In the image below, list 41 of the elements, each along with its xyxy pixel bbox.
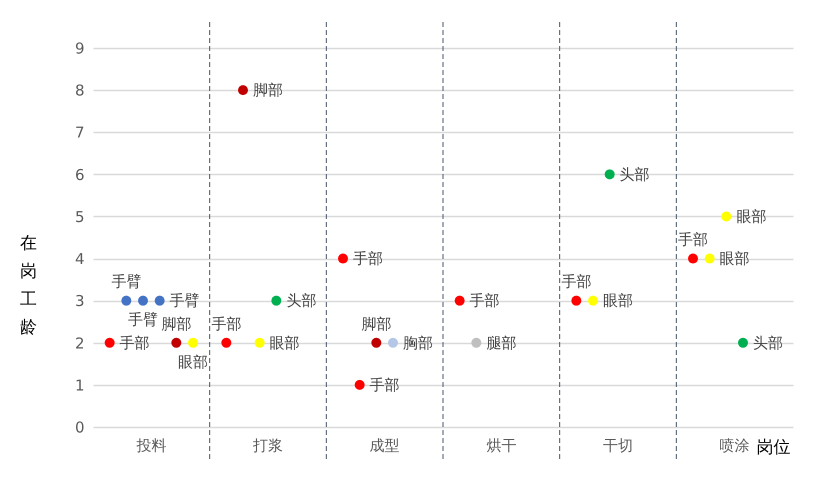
y-tick-label: 0: [74, 418, 84, 436]
x-tick-label: 成型: [370, 436, 400, 454]
y-tick-label: 6: [74, 166, 84, 184]
x-tick-label: 喷涂: [720, 436, 750, 454]
text: 脚部: [361, 314, 392, 333]
text: 手部: [678, 230, 708, 249]
series-label: 胸部: [403, 334, 433, 352]
text: 手部: [353, 250, 383, 268]
x-tick-label: 投料: [135, 436, 166, 454]
y-tick-label: 9: [74, 40, 84, 58]
text: 手臂: [128, 310, 158, 329]
text: 脚部: [161, 314, 192, 333]
y-tick-label: 4: [74, 250, 84, 268]
y-tick-label: 2: [74, 334, 84, 352]
y-tick-label: 5: [74, 208, 84, 226]
text: 眼部: [720, 250, 750, 268]
text: 手部: [561, 272, 592, 291]
text: 头部: [753, 334, 783, 352]
text: 手部: [211, 314, 242, 333]
y-tick-label: 8: [74, 82, 84, 100]
text: 手部: [470, 292, 500, 310]
series-label: 头部: [286, 292, 316, 310]
x-tick-label: 干切: [603, 436, 633, 454]
series-label: 眼部: [270, 334, 300, 352]
x-axis-title: 岗位: [756, 438, 790, 458]
text: 手臂: [111, 272, 142, 291]
y-tick-label: 7: [74, 124, 84, 142]
text: 眼部: [736, 207, 766, 226]
text: 手部: [370, 376, 400, 394]
series-label: 腿部: [486, 334, 516, 352]
text: 头部: [620, 165, 650, 184]
y-tick-label: 1: [74, 376, 84, 394]
y-axis-title: 在岗工龄: [20, 234, 37, 338]
x-tick-label: 烘干: [486, 436, 516, 454]
series-label: 手臂: [170, 292, 200, 310]
text: 眼部: [603, 292, 633, 310]
text: 眼部: [178, 352, 208, 371]
series-label: 手部: [120, 334, 150, 352]
series-label: 脚部: [253, 81, 283, 100]
y-tick-label: 3: [74, 292, 84, 310]
x-tick-label: 打浆: [252, 436, 283, 454]
